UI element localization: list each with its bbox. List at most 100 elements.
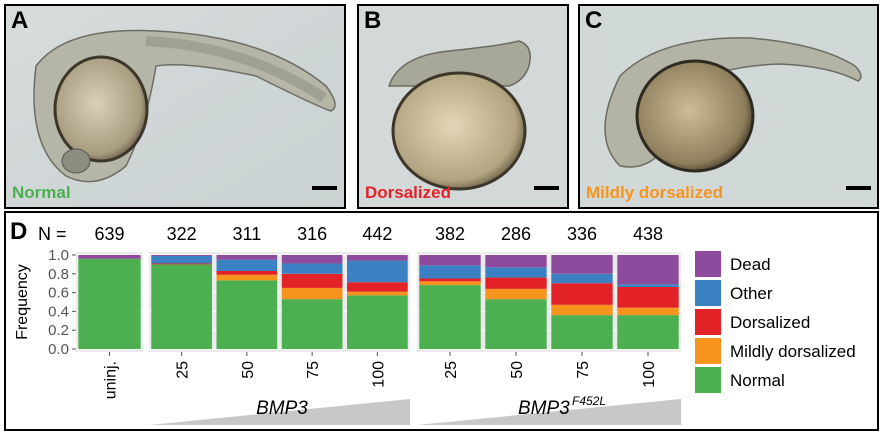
n-count-label: 438: [633, 224, 663, 244]
x-tick-label: uninj.: [103, 361, 120, 399]
n-count-label: 286: [501, 224, 531, 244]
dorsalized-embryo-illustration: [359, 6, 567, 207]
bar-segment-normal: [78, 258, 141, 349]
bar-segment-mildly-dorsalized: [485, 288, 547, 300]
legend-swatch-dorsalized: [695, 309, 721, 335]
bar-segment-normal: [347, 295, 408, 349]
phenotype-frequency-chart: D N = 639 uninj. 322 25 311 50 316 75 442 100 382 2…: [10, 218, 856, 425]
bar-segment-normal: [151, 264, 212, 349]
legend-swatch-other: [695, 280, 721, 306]
legend-swatch-normal: [695, 367, 721, 393]
legend-swatch-mildly-dorsalized: [695, 338, 721, 364]
panel-label-b: B: [364, 7, 382, 34]
legend-swatch-dead: [695, 251, 721, 277]
legend-label-normal: Normal: [730, 371, 785, 390]
bar-segment-other: [485, 267, 547, 278]
bar-segment-dorsalized: [485, 277, 547, 289]
y-tick-label: 1.0: [48, 247, 69, 264]
bar-segment-other: [151, 255, 212, 264]
phenotype-caption-mildly-dorsalized: Mildly dorsalized: [586, 183, 723, 202]
y-tick-label: 0.8: [48, 266, 69, 283]
n-count-label: 336: [567, 224, 597, 244]
n-count-label: 316: [297, 224, 327, 244]
bar-segment-dead: [617, 255, 679, 285]
bar-segment-mildly-dorsalized: [347, 291, 408, 296]
panel-c: C Mildly dorsalized: [578, 4, 879, 209]
bar-segment-mildly-dorsalized: [216, 274, 278, 281]
y-tick-label: 0.2: [48, 322, 69, 339]
bar-segment-other: [419, 265, 481, 279]
panel-label-d: D: [10, 218, 27, 245]
x-tick-label: 25: [443, 361, 460, 379]
mildly-dorsalized-embryo-illustration: [580, 6, 877, 207]
n-count-label: 639: [94, 224, 124, 244]
panel-d: D N = 639 uninj. 322 25 311 50 316 75 442 100 382 2…: [4, 211, 879, 431]
bar-segment-dead: [551, 255, 613, 274]
phenotype-caption-dorsalized: Dorsalized: [365, 183, 451, 202]
bar-segment-normal: [216, 280, 278, 349]
bar-segment-dead: [216, 255, 278, 260]
legend-label-mildly-dorsalized: Mildly dorsalized: [730, 342, 856, 361]
panel-b: B Dorsalized: [357, 4, 569, 209]
bar-segment-other: [347, 260, 408, 283]
panel-a: A Normal: [4, 4, 346, 209]
bar-segment-dorsalized: [551, 283, 613, 305]
n-count-label: 382: [435, 224, 465, 244]
scale-bar: [534, 186, 559, 190]
y-axis-label: Frequency: [14, 264, 31, 340]
legend-label-dead: Dead: [730, 255, 771, 274]
n-prefix: N =: [38, 224, 67, 244]
bar-segment-mildly-dorsalized: [551, 304, 613, 316]
n-count-label: 311: [233, 224, 262, 244]
bar-segment-dorsalized: [281, 273, 343, 288]
panel-label-c: C: [585, 7, 603, 34]
normal-embryo-illustration: [6, 6, 344, 207]
scale-bar: [846, 186, 871, 190]
x-tick-label: 100: [641, 361, 658, 388]
legend-label-other: Other: [730, 284, 773, 303]
group-label-superscript: F452L: [572, 394, 606, 408]
bar-segment-normal: [617, 315, 679, 349]
phenotype-caption-normal: Normal: [12, 183, 71, 202]
bar-segment-dorsalized: [347, 282, 408, 292]
x-tick-label: 100: [370, 361, 387, 388]
bar-segment-dorsalized: [151, 263, 212, 265]
n-count-label: 322: [167, 224, 197, 244]
x-tick-label: 25: [175, 361, 192, 379]
scale-bar: [312, 186, 337, 190]
bar-segment-dorsalized: [617, 286, 679, 308]
bar-segment-dead: [281, 255, 343, 264]
x-tick-label: 50: [240, 361, 257, 379]
bar-segment-other: [216, 259, 278, 271]
dose-wedge-bmp3-f452l: [417, 399, 681, 425]
bar-segment-dead: [485, 255, 547, 268]
bar-segment-dorsalized: [216, 270, 278, 275]
n-count-label: 442: [362, 224, 392, 244]
bar-segment-mildly-dorsalized: [281, 287, 343, 300]
group-label-bmp3-f452l: BMP3: [518, 398, 570, 419]
bar-segment-dead: [78, 255, 141, 259]
x-tick-label: 50: [509, 361, 526, 379]
group-label-bmp3: BMP3: [256, 398, 308, 419]
bar-segment-dead: [347, 255, 408, 261]
dose-wedge-bmp3: [149, 399, 410, 425]
bar-segment-other: [617, 284, 679, 287]
bar-segment-normal: [419, 285, 481, 349]
bar-segment-mildly-dorsalized: [419, 281, 481, 286]
legend-label-dorsalized: Dorsalized: [730, 313, 810, 332]
bar-segment-normal: [551, 315, 613, 349]
y-tick-label: 0.0: [48, 341, 69, 358]
bar-segment-dead: [419, 255, 481, 266]
bar-segment-other: [281, 263, 343, 274]
y-tick-label: 0.4: [48, 303, 69, 320]
x-tick-label: 75: [305, 361, 322, 379]
bar-segment-normal: [485, 299, 547, 349]
bar-segment-other: [551, 273, 613, 284]
bar-segment-normal: [281, 299, 343, 349]
bar-segment-dead: [151, 255, 212, 256]
x-tick-label: 75: [575, 361, 592, 379]
bar-segment-mildly-dorsalized: [617, 307, 679, 316]
panel-label-a: A: [11, 7, 29, 34]
bar-segment-dorsalized: [419, 278, 481, 282]
y-tick-label: 0.6: [48, 285, 69, 302]
